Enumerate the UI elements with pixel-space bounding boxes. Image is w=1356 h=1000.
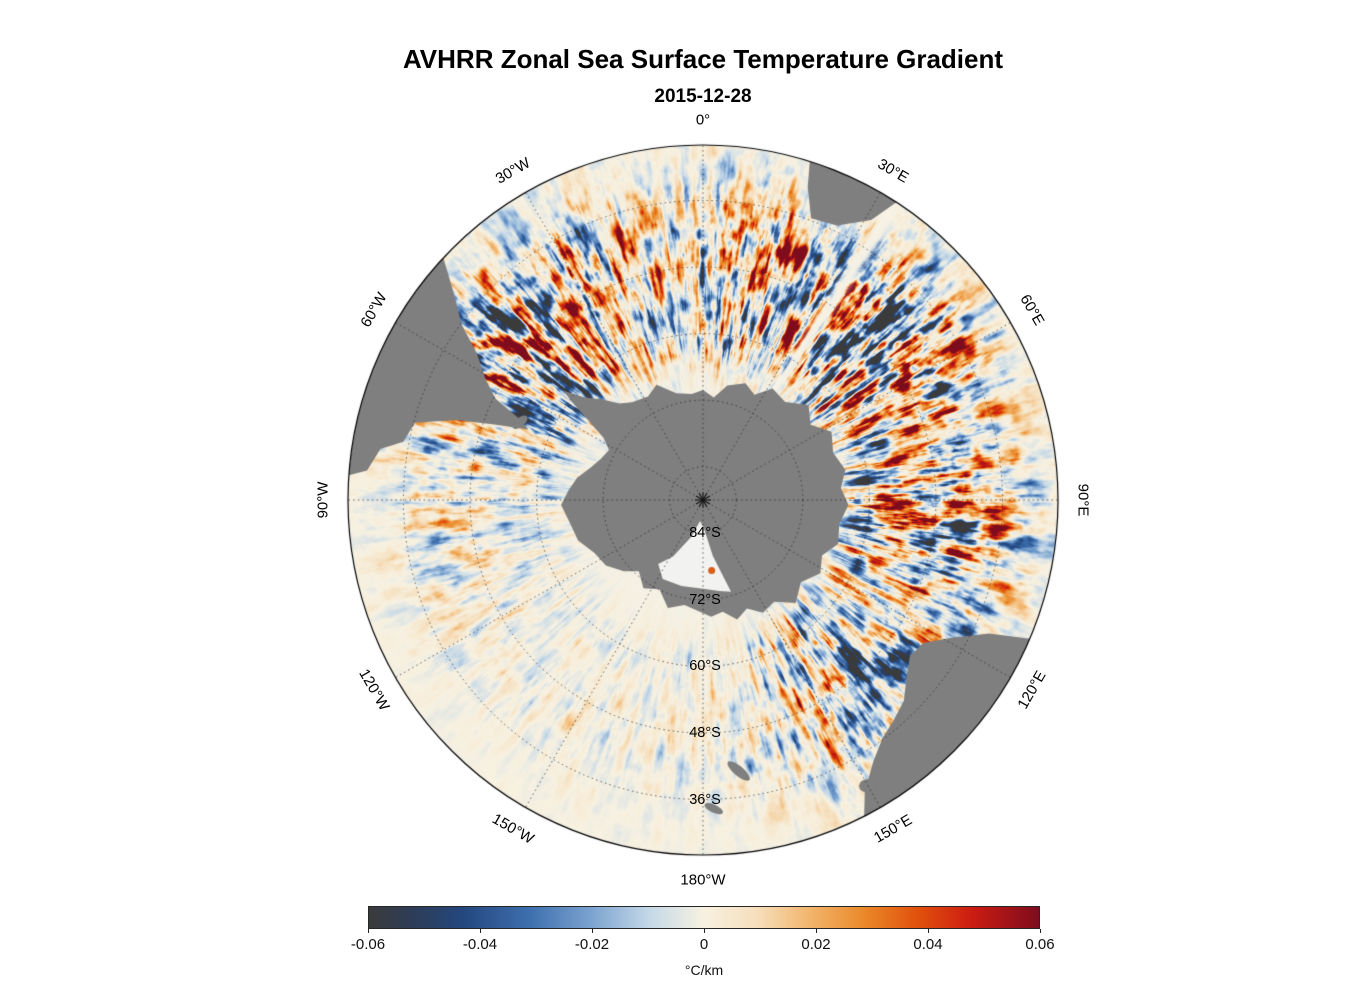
lon-label-90: 90°E <box>1074 483 1092 517</box>
colorbar-tick-mark <box>592 929 593 933</box>
colorbar-units-label: °C/km <box>684 962 724 978</box>
colorbar-tick-label: -0.06 <box>350 936 386 953</box>
colorbar-tick-mark <box>368 929 369 933</box>
colorbar-gradient <box>368 906 1040 929</box>
colorbar-tick-label: 0.06 <box>1025 936 1055 953</box>
figure-title: AVHRR Zonal Sea Surface Temperature Grad… <box>402 44 1004 74</box>
colorbar-tick-label: -0.02 <box>574 936 610 953</box>
colorbar-tick-label: 0.04 <box>913 936 943 953</box>
colorbar-tick-mark <box>480 929 481 933</box>
lon-label-0: 0° <box>695 111 711 129</box>
colorbar-tick-mark <box>1040 929 1041 933</box>
colorbar-tick-label: -0.04 <box>462 936 498 953</box>
colorbar-tick-mark <box>704 929 705 933</box>
lon-label-180: 180°W <box>680 871 726 889</box>
figure-subtitle: 2015-12-28 <box>654 86 752 107</box>
colorbar-tick-label: 0 <box>699 936 709 953</box>
colorbar-tick-label: 0.02 <box>801 936 831 953</box>
polar-map-canvas <box>346 143 1060 857</box>
colorbar-tick-mark <box>816 929 817 933</box>
colorbar-tick-mark <box>928 929 929 933</box>
lon-label-270: 90°W <box>314 481 332 519</box>
